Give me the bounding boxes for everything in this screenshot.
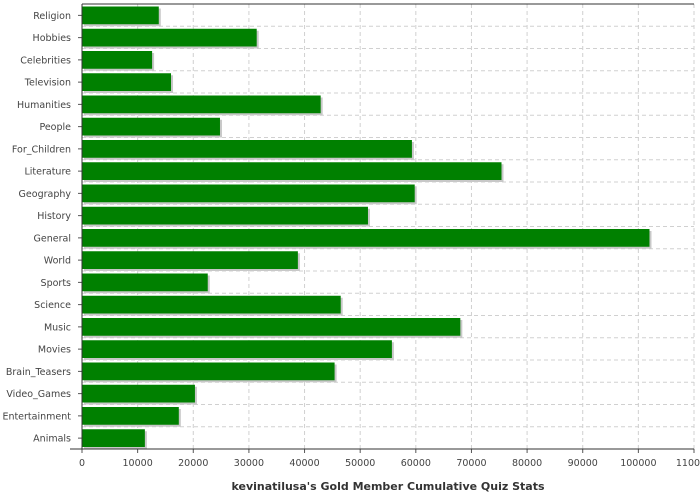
category-label: Geography	[19, 189, 72, 200]
x-tick-label: 110000	[676, 458, 700, 469]
bar-television	[82, 73, 172, 91]
category-label: Science	[34, 300, 71, 311]
category-label: Sports	[41, 278, 72, 289]
bar-sports	[82, 273, 208, 292]
category-label: Television	[24, 78, 71, 89]
x-axis: 0 10000 20000 30000 40000 50000 60000 70000 8000…	[70, 4, 700, 469]
x-tick-label: 90000	[568, 458, 598, 469]
bar-animals	[82, 429, 145, 447]
bar-world	[82, 251, 298, 269]
category-label: Religion	[33, 11, 71, 22]
bar-science	[82, 295, 341, 314]
x-tick-label: 60000	[401, 458, 431, 469]
category-label: Hobbies	[33, 33, 72, 44]
x-tick-label: 30000	[234, 458, 264, 469]
bar-brain_teasers	[82, 362, 335, 381]
category-labels: Religion Hobbies Celebrities Television Huma…	[2, 11, 82, 445]
x-tick-label: 100000	[620, 458, 656, 469]
category-label: General	[34, 233, 71, 244]
bar-religion	[82, 6, 159, 25]
bar-music	[82, 318, 461, 336]
x-tick-label: 80000	[512, 458, 542, 469]
x-tick-label: 20000	[178, 458, 208, 469]
bar-history	[82, 206, 368, 225]
x-tick-label: 40000	[289, 458, 319, 469]
category-label: Music	[44, 322, 71, 333]
bar-general	[82, 229, 650, 247]
category-label: Movies	[38, 345, 71, 356]
category-label: World	[44, 256, 71, 267]
category-label: Celebrities	[20, 55, 71, 66]
category-label: Entertainment	[2, 411, 71, 422]
bar-humanities	[82, 95, 321, 114]
bar-movies	[82, 340, 392, 358]
category-label: Humanities	[17, 100, 71, 111]
bar-for_children	[82, 140, 412, 158]
category-label: People	[39, 122, 71, 133]
bar-entertainment	[82, 407, 179, 425]
x-tick-label: 10000	[123, 458, 153, 469]
x-tick-label: 0	[79, 458, 85, 469]
category-label: For_Children	[12, 144, 71, 155]
bar-geography	[82, 184, 415, 203]
x-axis-title: kevinatilusa's Gold Member Cumulative Qu…	[231, 480, 544, 493]
bar-celebrities	[82, 51, 153, 69]
bar-people	[82, 117, 220, 136]
category-label: Brain_Teasers	[6, 367, 71, 378]
x-tick-label: 70000	[456, 458, 486, 469]
bars	[82, 6, 652, 449]
category-label: Literature	[24, 167, 71, 178]
bar-hobbies	[82, 28, 257, 47]
category-label: Animals	[33, 434, 71, 445]
bar-literature	[82, 162, 502, 180]
category-label: History	[37, 211, 71, 222]
x-tick-label: 50000	[345, 458, 375, 469]
bar-video_games	[82, 384, 195, 403]
category-label: Video_Games	[6, 389, 71, 400]
